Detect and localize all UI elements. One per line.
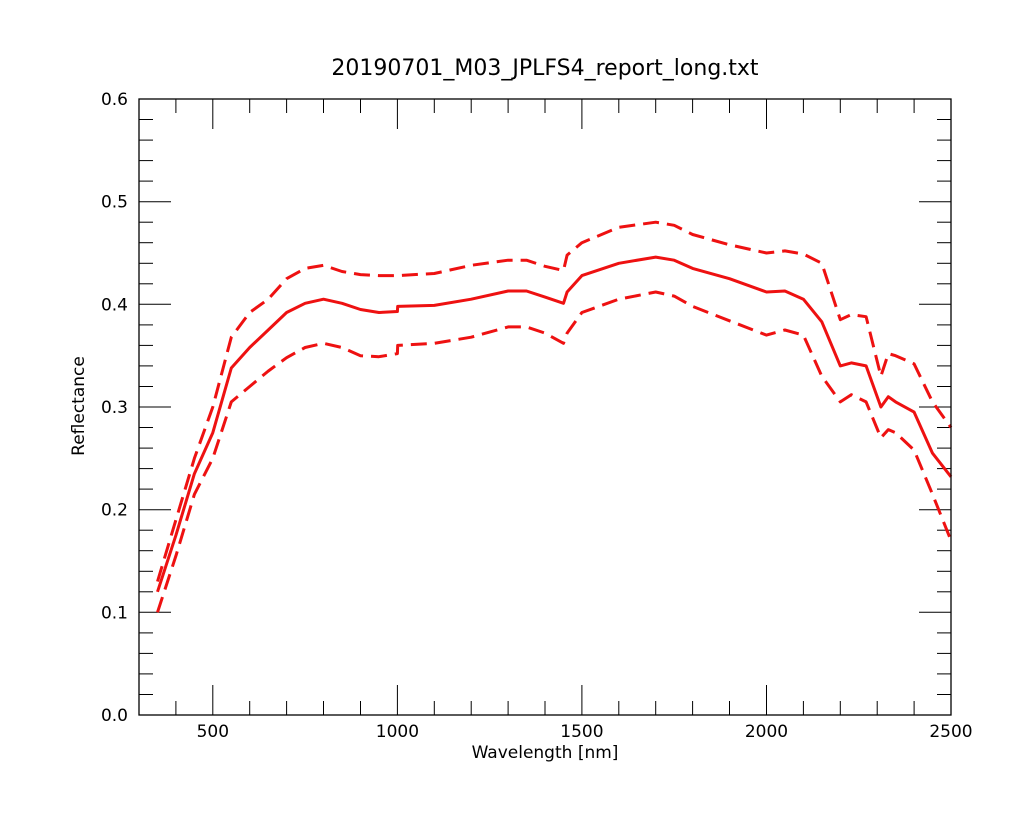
x-tick-label: 500 — [197, 722, 229, 742]
y-tick-labels: 0.0 0.1 0.2 0.3 0.4 0.5 0.6 — [101, 90, 128, 726]
mean-reflectance-line — [156, 255, 953, 593]
y-tick-label: 0.4 — [101, 295, 128, 315]
y-tick-label: 0.6 — [101, 90, 128, 110]
x-tick-label: 1000 — [376, 722, 419, 742]
y-tick-label: 0.0 — [101, 706, 128, 726]
x-axis-label: Wavelength [nm] — [472, 743, 619, 763]
axis-ticks — [139, 98, 952, 716]
upper-bound-line — [156, 220, 953, 582]
y-axis-label: Reflectance — [69, 356, 89, 456]
x-tick-labels: 500 1000 1500 2000 2500 — [197, 722, 973, 742]
lower-bound-line — [156, 290, 953, 613]
x-tick-label: 2000 — [745, 722, 788, 742]
series-layer — [156, 220, 953, 613]
y-tick-label: 0.1 — [101, 603, 128, 623]
x-tick-label: 1500 — [560, 722, 603, 742]
y-tick-label: 0.2 — [101, 501, 128, 521]
y-tick-label: 0.5 — [101, 193, 128, 213]
chart-title: 20190701_M03_JPLFS4_report_long.txt — [331, 56, 759, 81]
y-tick-label: 0.3 — [101, 398, 128, 418]
plot-frame — [138, 98, 952, 716]
x-tick-label: 2500 — [929, 722, 972, 742]
